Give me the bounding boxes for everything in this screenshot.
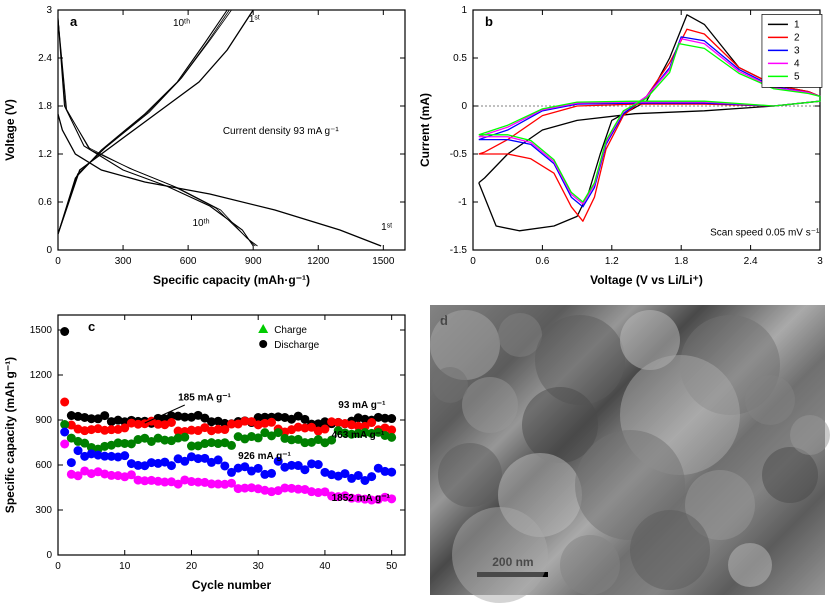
svg-text:-0.5: -0.5	[450, 149, 468, 160]
svg-text:Cycle number: Cycle number	[192, 578, 272, 592]
svg-text:Specific capacity (mAh·g⁻¹): Specific capacity (mAh·g⁻¹)	[153, 273, 310, 287]
svg-text:Specific capacity (mAh g⁻¹): Specific capacity (mAh g⁻¹)	[3, 357, 17, 513]
svg-text:300: 300	[115, 256, 132, 267]
svg-text:926 mA g⁻¹: 926 mA g⁻¹	[238, 451, 291, 462]
svg-text:1ˢᵗ: 1ˢᵗ	[249, 14, 260, 25]
svg-text:Current (mA): Current (mA)	[418, 93, 432, 167]
svg-text:900: 900	[35, 415, 52, 426]
svg-text:0.5: 0.5	[453, 53, 467, 64]
svg-text:a: a	[70, 14, 78, 29]
svg-text:50: 50	[386, 561, 398, 572]
svg-text:Charge: Charge	[274, 325, 307, 336]
svg-text:3: 3	[817, 256, 823, 267]
svg-text:1.2: 1.2	[605, 256, 619, 267]
svg-text:2.4: 2.4	[38, 53, 52, 64]
svg-text:4: 4	[794, 58, 800, 69]
sem-grain	[728, 543, 772, 587]
svg-text:3: 3	[46, 5, 52, 16]
svg-text:93 mA g⁻¹: 93 mA g⁻¹	[338, 400, 386, 411]
panel-a-svg: 0 300 600 900 1200 1500 0 0.6 1.2 1.8 2.4 3 Specific…	[0, 0, 415, 290]
svg-text:0: 0	[55, 561, 61, 572]
svg-text:-1: -1	[458, 197, 467, 208]
svg-text:600: 600	[180, 256, 197, 267]
svg-text:0: 0	[46, 245, 52, 256]
sem-grain	[762, 447, 818, 503]
panel-d: d 200 nm	[430, 305, 825, 595]
svg-text:Voltage (V): Voltage (V)	[3, 99, 17, 161]
svg-text:10ᵗʰ: 10ᵗʰ	[192, 218, 209, 229]
svg-text:185 mA g⁻¹: 185 mA g⁻¹	[178, 393, 231, 404]
sem-grain	[790, 415, 830, 455]
sem-grain	[452, 507, 548, 603]
svg-text:1.8: 1.8	[674, 256, 688, 267]
svg-text:5: 5	[794, 71, 800, 82]
svg-text:1.2: 1.2	[38, 149, 52, 160]
svg-text:1: 1	[794, 19, 800, 30]
svg-text:1.8: 1.8	[38, 101, 52, 112]
svg-text:1852 mA g⁻¹: 1852 mA g⁻¹	[332, 493, 391, 504]
svg-text:463 mA g⁻¹: 463 mA g⁻¹	[332, 430, 385, 441]
svg-text:2.4: 2.4	[744, 256, 758, 267]
svg-text:600: 600	[35, 460, 52, 471]
sem-grain	[630, 510, 710, 590]
svg-text:40: 40	[319, 561, 331, 572]
svg-text:1200: 1200	[307, 256, 330, 267]
svg-text:10: 10	[119, 561, 131, 572]
svg-text:0: 0	[461, 101, 467, 112]
panel-b: 0 0.6 1.2 1.8 2.4 3 -1.5 -1 -0.5 0 0.5 1 Voltage (V …	[415, 0, 830, 290]
svg-text:1500: 1500	[372, 256, 395, 267]
svg-text:c: c	[88, 319, 95, 334]
svg-text:Voltage (V vs Li/Li⁺): Voltage (V vs Li/Li⁺)	[590, 273, 703, 287]
panel-a: 0 300 600 900 1200 1500 0 0.6 1.2 1.8 2.4 3 Specific…	[0, 0, 415, 290]
svg-text:900: 900	[245, 256, 262, 267]
svg-text:1200: 1200	[30, 370, 53, 381]
svg-text:-1.5: -1.5	[450, 245, 468, 256]
sem-grain	[438, 443, 502, 507]
svg-text:b: b	[485, 14, 493, 29]
svg-text:20: 20	[186, 561, 198, 572]
svg-text:Discharge: Discharge	[274, 340, 319, 351]
panel-c: 0 10 20 30 40 50 0 300 600 900 1200 1500 Cycle numbe…	[0, 305, 415, 595]
svg-text:0.6: 0.6	[38, 197, 52, 208]
panel-c-svg: 0 10 20 30 40 50 0 300 600 900 1200 1500 Cycle numbe…	[0, 305, 415, 595]
sem-grain	[745, 375, 795, 425]
svg-text:1ˢᵗ: 1ˢᵗ	[381, 222, 392, 233]
sem-grain	[432, 367, 468, 403]
svg-text:3: 3	[794, 45, 800, 56]
svg-text:Scan speed 0.05 mV s⁻¹: Scan speed 0.05 mV s⁻¹	[710, 228, 820, 239]
svg-text:0: 0	[470, 256, 476, 267]
svg-text:300: 300	[35, 505, 52, 516]
sem-grain	[560, 535, 620, 595]
sem-grain	[462, 377, 518, 433]
svg-text:2: 2	[794, 32, 800, 43]
svg-text:0.6: 0.6	[535, 256, 549, 267]
sem-micrograph: d 200 nm	[430, 305, 825, 595]
svg-text:1500: 1500	[30, 325, 53, 336]
panel-b-svg: 0 0.6 1.2 1.8 2.4 3 -1.5 -1 -0.5 0 0.5 1 Voltage (V …	[415, 0, 830, 290]
svg-text:10ᵗʰ: 10ᵗʰ	[173, 18, 190, 29]
svg-text:Current density 93 mA g⁻¹: Current density 93 mA g⁻¹	[223, 126, 340, 137]
svg-text:30: 30	[253, 561, 265, 572]
svg-text:0: 0	[55, 256, 61, 267]
svg-text:0: 0	[46, 550, 52, 561]
svg-text:1: 1	[461, 5, 467, 16]
